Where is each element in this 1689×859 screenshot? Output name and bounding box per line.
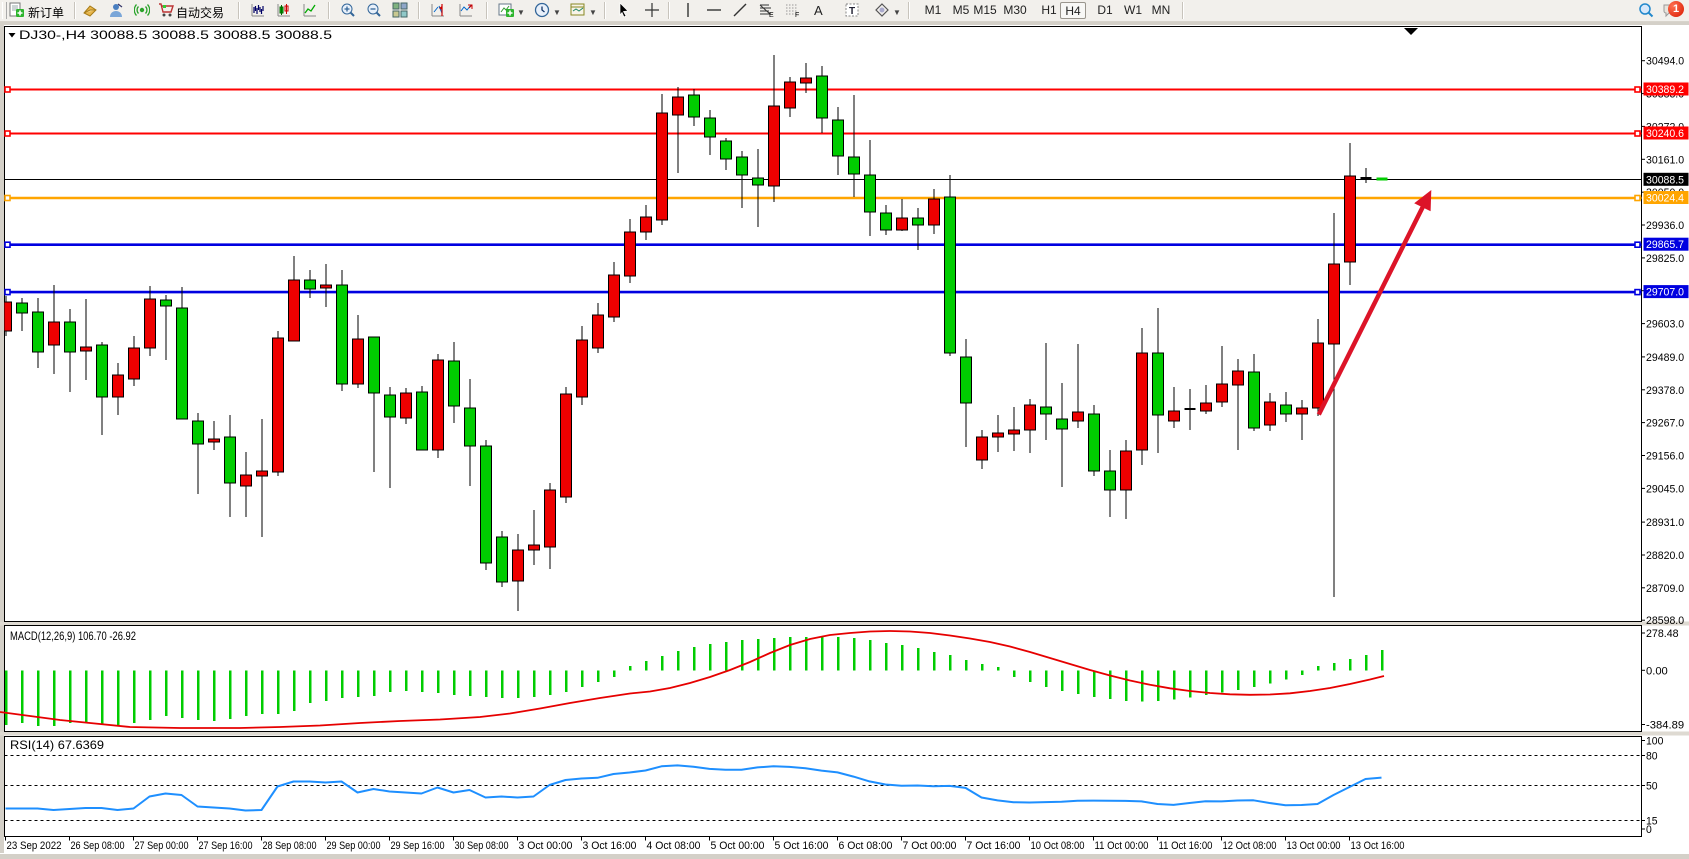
svg-text:29 Sep 00:00: 29 Sep 00:00 <box>327 840 381 852</box>
svg-text:10 Oct 08:00: 10 Oct 08:00 <box>1031 840 1085 852</box>
svg-text:4 Oct 08:00: 4 Oct 08:00 <box>647 840 701 852</box>
svg-text:E: E <box>769 12 774 18</box>
svg-text:30240.6: 30240.6 <box>1646 128 1684 140</box>
svg-text:15: 15 <box>1646 816 1658 828</box>
svg-text:23 Sep 2022: 23 Sep 2022 <box>7 840 62 852</box>
svg-text:30161.0: 30161.0 <box>1646 154 1684 166</box>
svg-text:28598.0: 28598.0 <box>1646 615 1684 627</box>
svg-text:3 Oct 16:00: 3 Oct 16:00 <box>583 840 637 852</box>
svg-text:28820.0: 28820.0 <box>1646 550 1684 562</box>
svg-text:30024.4: 30024.4 <box>1646 193 1684 205</box>
svg-text:278.48: 278.48 <box>1646 628 1679 640</box>
svg-text:29865.7: 29865.7 <box>1646 239 1684 251</box>
svg-text:-384.89: -384.89 <box>1646 720 1684 732</box>
svg-text:0.00: 0.00 <box>1646 665 1668 677</box>
svg-text:30088.5: 30088.5 <box>1646 174 1684 186</box>
svg-text:29045.0: 29045.0 <box>1646 483 1684 495</box>
svg-text:29489.0: 29489.0 <box>1646 352 1684 364</box>
svg-text:100: 100 <box>1646 736 1663 748</box>
svg-text:29825.0: 29825.0 <box>1646 253 1684 265</box>
svg-text:29603.0: 29603.0 <box>1646 319 1684 331</box>
svg-text:28709.0: 28709.0 <box>1646 583 1684 595</box>
svg-text:26 Sep 08:00: 26 Sep 08:00 <box>71 840 125 852</box>
svg-text:29707.0: 29707.0 <box>1646 287 1684 299</box>
svg-text:5 Oct 00:00: 5 Oct 00:00 <box>711 840 765 852</box>
svg-text:27 Sep 16:00: 27 Sep 16:00 <box>199 840 253 852</box>
svg-text:80: 80 <box>1646 751 1658 763</box>
svg-text:7 Oct 16:00: 7 Oct 16:00 <box>967 840 1021 852</box>
svg-text:27 Sep 00:00: 27 Sep 00:00 <box>135 840 189 852</box>
svg-text:6 Oct 08:00: 6 Oct 08:00 <box>839 840 893 852</box>
svg-text:28931.0: 28931.0 <box>1646 517 1684 529</box>
svg-text:F: F <box>795 12 799 18</box>
svg-text:50: 50 <box>1646 781 1658 793</box>
svg-text:29378.0: 29378.0 <box>1646 385 1684 397</box>
svg-text:30 Sep 08:00: 30 Sep 08:00 <box>455 840 509 852</box>
svg-text:DJ30-,H4 30088.5 30088.5 3008: DJ30-,H4 30088.5 30088.5 30088.5 30088.5 <box>19 28 332 42</box>
svg-text:0: 0 <box>1646 824 1652 836</box>
svg-text:7 Oct 00:00: 7 Oct 00:00 <box>903 840 957 852</box>
svg-text:29 Sep 16:00: 29 Sep 16:00 <box>391 840 445 852</box>
svg-text:28 Sep 08:00: 28 Sep 08:00 <box>263 840 317 852</box>
svg-text:13 Oct 16:00: 13 Oct 16:00 <box>1351 840 1405 852</box>
svg-text:13 Oct 00:00: 13 Oct 00:00 <box>1287 840 1341 852</box>
svg-text:5 Oct 16:00: 5 Oct 16:00 <box>775 840 829 852</box>
svg-text:30389.2: 30389.2 <box>1646 84 1684 96</box>
svg-text:29267.0: 29267.0 <box>1646 418 1684 430</box>
svg-text:11 Oct 00:00: 11 Oct 00:00 <box>1095 840 1149 852</box>
svg-text:29156.0: 29156.0 <box>1646 451 1684 463</box>
svg-text:3 Oct 00:00: 3 Oct 00:00 <box>519 840 573 852</box>
svg-text:MACD(12,26,9) 106.70 -26.92: MACD(12,26,9) 106.70 -26.92 <box>10 629 136 643</box>
svg-text:30494.0: 30494.0 <box>1646 56 1684 68</box>
svg-text:12 Oct 08:00: 12 Oct 08:00 <box>1223 840 1277 852</box>
svg-text:11 Oct 16:00: 11 Oct 16:00 <box>1159 840 1213 852</box>
svg-text:RSI(14) 67.6369: RSI(14) 67.6369 <box>10 738 104 752</box>
svg-text:29936.0: 29936.0 <box>1646 220 1684 232</box>
svg-text:T: T <box>849 6 855 17</box>
